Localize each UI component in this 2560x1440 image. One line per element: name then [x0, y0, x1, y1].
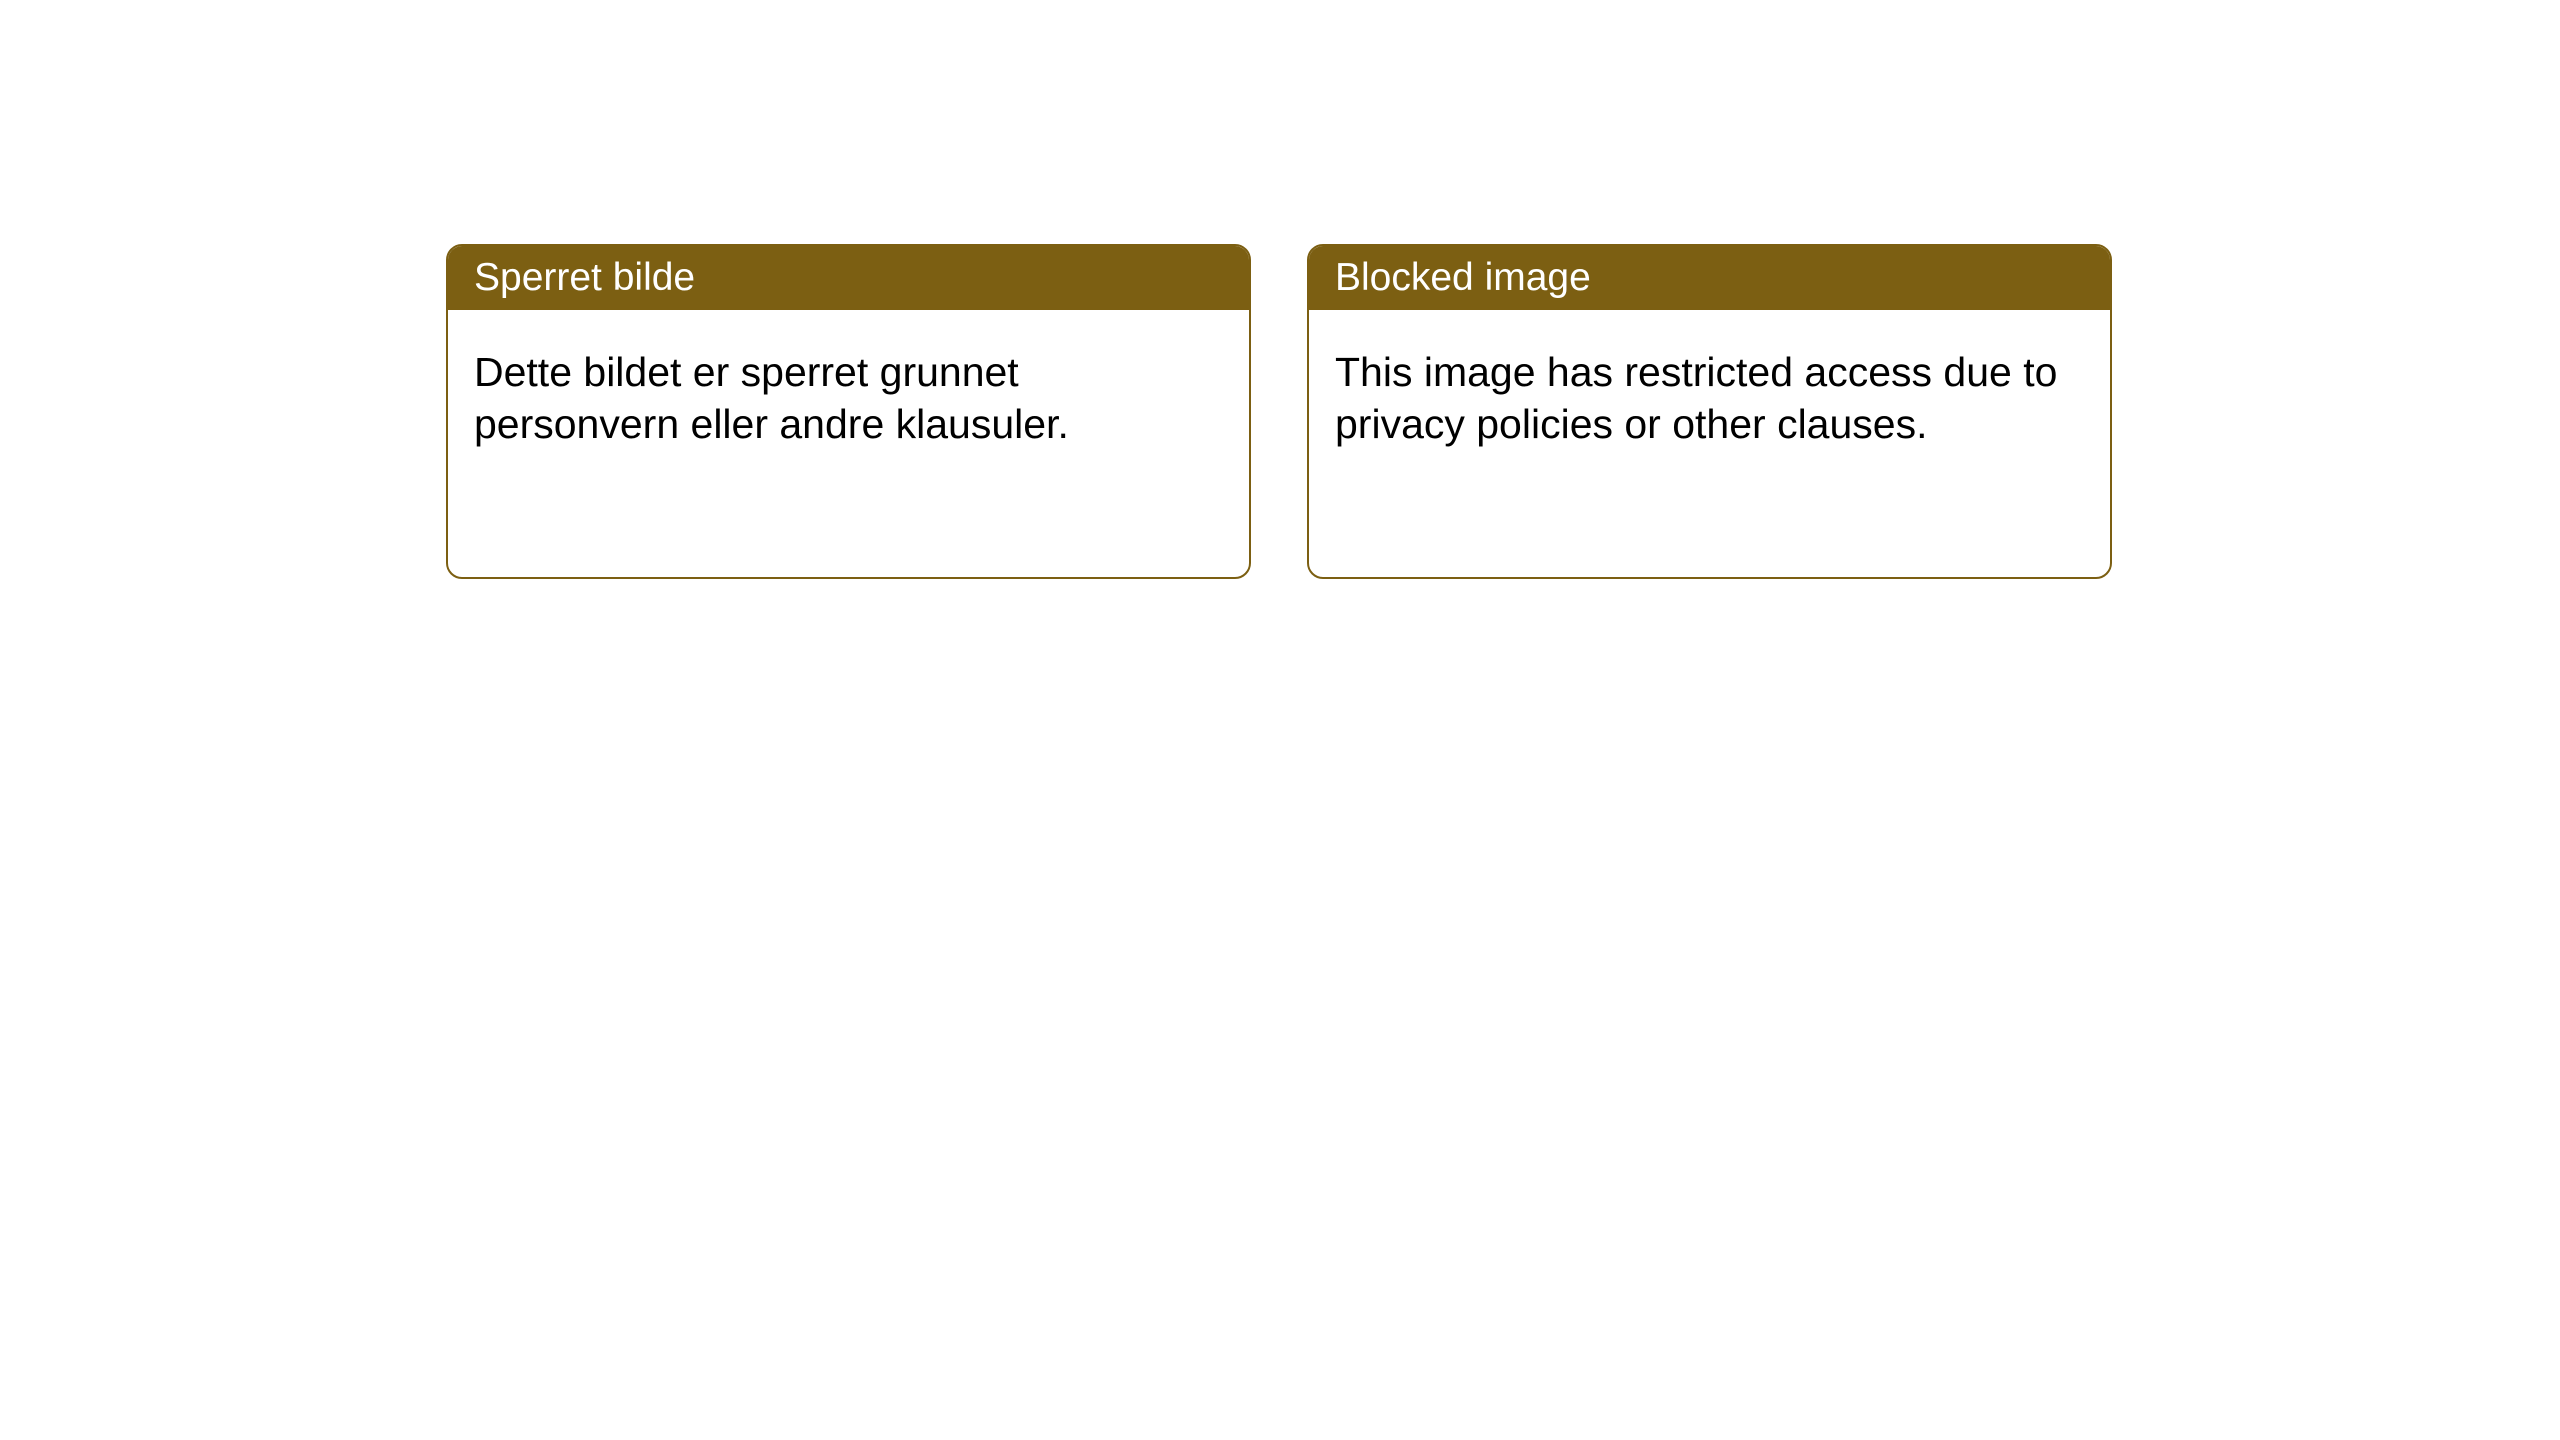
notice-body-text: This image has restricted access due to … — [1335, 349, 2057, 447]
notice-container: Sperret bilde Dette bildet er sperret gr… — [446, 244, 2112, 579]
notice-body: Dette bildet er sperret grunnet personve… — [448, 310, 1249, 487]
notice-body: This image has restricted access due to … — [1309, 310, 2110, 487]
notice-header: Sperret bilde — [448, 246, 1249, 310]
notice-title: Sperret bilde — [474, 256, 695, 299]
notice-card-english: Blocked image This image has restricted … — [1307, 244, 2112, 579]
notice-title: Blocked image — [1335, 256, 1591, 299]
notice-header: Blocked image — [1309, 246, 2110, 310]
notice-card-norwegian: Sperret bilde Dette bildet er sperret gr… — [446, 244, 1251, 579]
notice-body-text: Dette bildet er sperret grunnet personve… — [474, 349, 1069, 447]
